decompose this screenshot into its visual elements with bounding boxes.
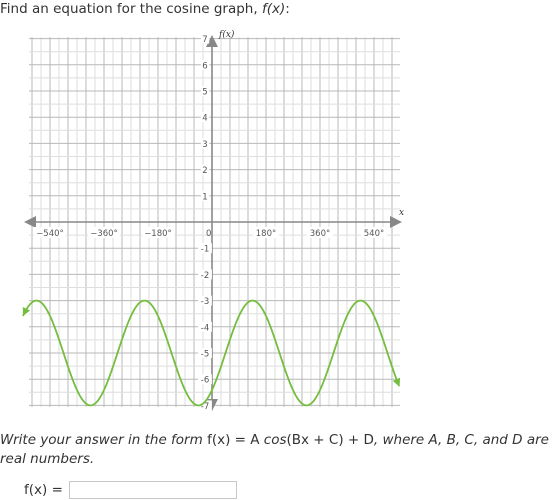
y-tick-label-bg [198,321,212,332]
y-tick-label: -7 [201,402,209,412]
cosine-graph: x f(x) −540° −360° −180° 0 180° 360° 540° 7 6 5 4 3 2… [22,29,404,412]
y-tick-label-bg [198,269,212,280]
x-tick-label: 180° [256,229,276,239]
answer-row: f(x) = [0,480,237,500]
y-tick-label: 3 [202,140,207,150]
x-axis-arrow-right [390,216,402,228]
question-prefix: Find an equation for the cosine graph, [0,1,262,17]
y-tick-label-bg [200,190,210,201]
y-tick-label: -6 [201,376,209,386]
question-func: f(x) [261,1,286,17]
instructions-text: Write your answer in the form f(x) = A c… [0,431,556,469]
y-tick-label-bg [200,138,210,149]
y-tick-label-bg [200,112,210,123]
y-tick-label-bg [198,348,212,358]
y-axis-arrow-up [206,35,218,47]
x-tick-label-bg [360,227,388,238]
x-tick-label-bg [306,227,334,238]
y-tick-label: 5 [202,88,207,98]
y-tick-label-bg [200,33,210,44]
y-tick-label-bg [198,400,212,411]
x-tick-label: −180° [144,229,172,239]
y-tick-label-bg [200,164,210,175]
x-tick-label-bg [252,227,280,238]
instructions-cos: cos [263,432,287,448]
instructions-formula-pre: f(x) = A [207,432,260,448]
y-tick-label: 1 [202,192,207,202]
answer-input[interactable] [68,481,237,499]
x-axis-arrow-left [24,216,36,228]
y-tick-label: 4 [202,114,207,124]
y-tick-label: -2 [201,271,209,281]
instructions-tail: , where A, B, C, and D are real numbers. [0,432,549,467]
question-suffix: : [285,1,290,17]
y-axis-label: f(x) [218,29,235,40]
x-tick-label: −360° [90,229,118,239]
x-tick-label: 360° [310,229,330,239]
x-axis-label: x [399,208,404,218]
x-tick-label: 540° [364,229,384,239]
y-tick-label: -4 [201,323,209,333]
question-text: Find an equation for the cosine graph, f… [0,1,290,17]
x-tick-label: 0 [206,229,211,239]
curve-arrow-left [22,307,31,316]
y-tick-label: -5 [201,350,209,360]
instructions-formula-post: (Bx + C) + D [286,432,374,448]
y-tick-label: 2 [202,166,207,176]
curve-layer [22,299,401,407]
cosine-curve [22,299,401,407]
instructions-lead: Write your answer in the form [0,432,208,448]
y-tick-label-bg [200,59,210,70]
x-tick-label-bg [88,227,120,238]
y-tick-label-bg [198,243,212,254]
x-tick-label: −540° [36,229,64,239]
x-tick-label-bg [142,227,174,238]
y-tick-label: -3 [201,297,209,307]
answer-label: f(x) = [24,482,63,498]
tick-labels: −540° −360° −180° 0 180° 360° 540° 7 6 5 4 3 2 1 -1 -2 -… [34,33,388,412]
y-tick-label-bg [200,86,210,96]
y-tick-label: 7 [202,35,207,45]
y-tick-label-bg [198,295,212,306]
curve-arrow-right [392,377,401,387]
y-tick-label: 6 [202,61,207,71]
y-tick-label: -1 [201,245,209,255]
x-tick-label-bg [34,227,66,238]
y-tick-label-bg [198,374,212,385]
